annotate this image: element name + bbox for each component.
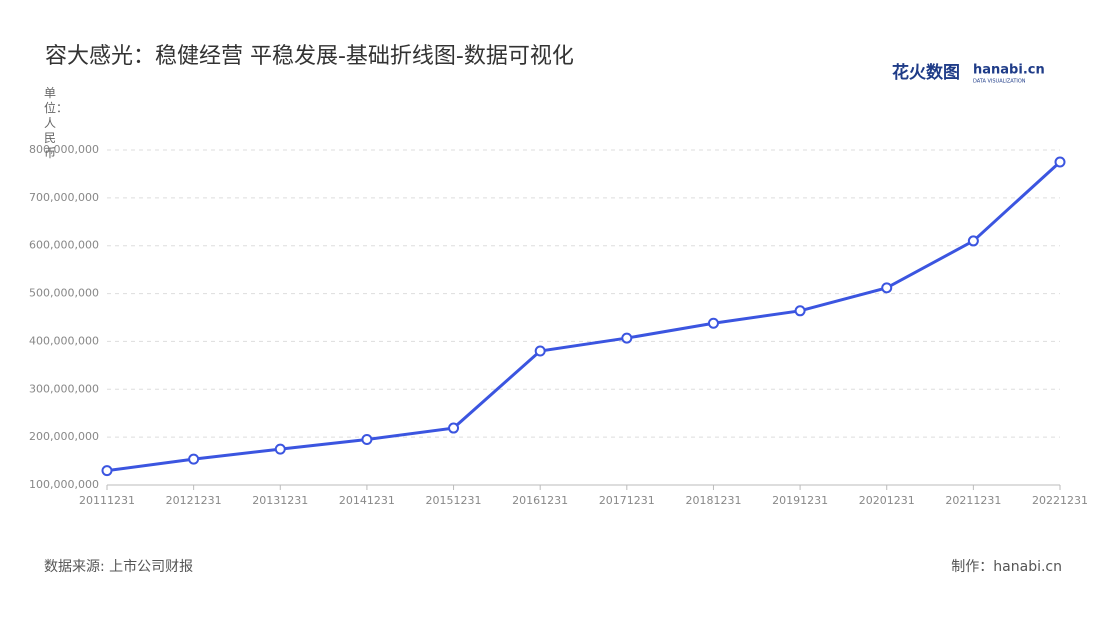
x-tick-label: 20161231 [512, 494, 568, 507]
y-tick-label: 100,000,000 [29, 478, 99, 491]
logo-site: hanabi.cn [973, 63, 1045, 78]
line [106, 160, 1062, 473]
logo-text: 花火数图 [892, 62, 960, 83]
point [621, 332, 633, 344]
x-tick-label: 20121231 [166, 494, 222, 507]
x-tick-label: 20171231 [599, 494, 655, 507]
y-tick-label: 400,000,000 [29, 334, 99, 347]
point [967, 235, 979, 247]
chart-title: 容大感光：稳健经营 平稳发展-基础折线图-数据可视化 [45, 44, 574, 69]
y-axis-label: 单位：人民币 [44, 86, 69, 160]
x-tick-label: 20201231 [859, 494, 915, 507]
point [534, 345, 546, 357]
x-tick-label: 20191231 [772, 494, 828, 507]
x-tick-label: 20211231 [945, 494, 1001, 507]
point [881, 282, 893, 294]
x-tick-label: 20181231 [685, 494, 741, 507]
point [274, 443, 286, 455]
source: 数据来源: 上市公司财报 [44, 558, 193, 575]
point [361, 434, 373, 446]
y-tick-label: 500,000,000 [29, 287, 99, 300]
x-tick-label: 20111231 [79, 494, 135, 507]
point [448, 422, 460, 434]
y-tick-label: 800,000,000 [29, 143, 99, 156]
y-tick-label: 300,000,000 [29, 382, 99, 395]
point [101, 465, 113, 477]
x-tick-label: 20151231 [426, 494, 482, 507]
credit: 制作：hanabi.cn [951, 559, 1062, 575]
x-tick-label: 20221231 [1032, 494, 1088, 507]
point [707, 317, 719, 329]
point [188, 453, 200, 465]
y-tick-label: 600,000,000 [29, 239, 99, 252]
point [794, 305, 806, 317]
y-tick-label: 200,000,000 [29, 430, 99, 443]
point [1054, 156, 1066, 168]
x-tick-label: 20131231 [252, 494, 308, 507]
y-tick-label: 700,000,000 [29, 191, 99, 204]
logo-tagline: DATA VISUALIZATION [973, 79, 1026, 85]
x-tick-label: 20141231 [339, 494, 395, 507]
